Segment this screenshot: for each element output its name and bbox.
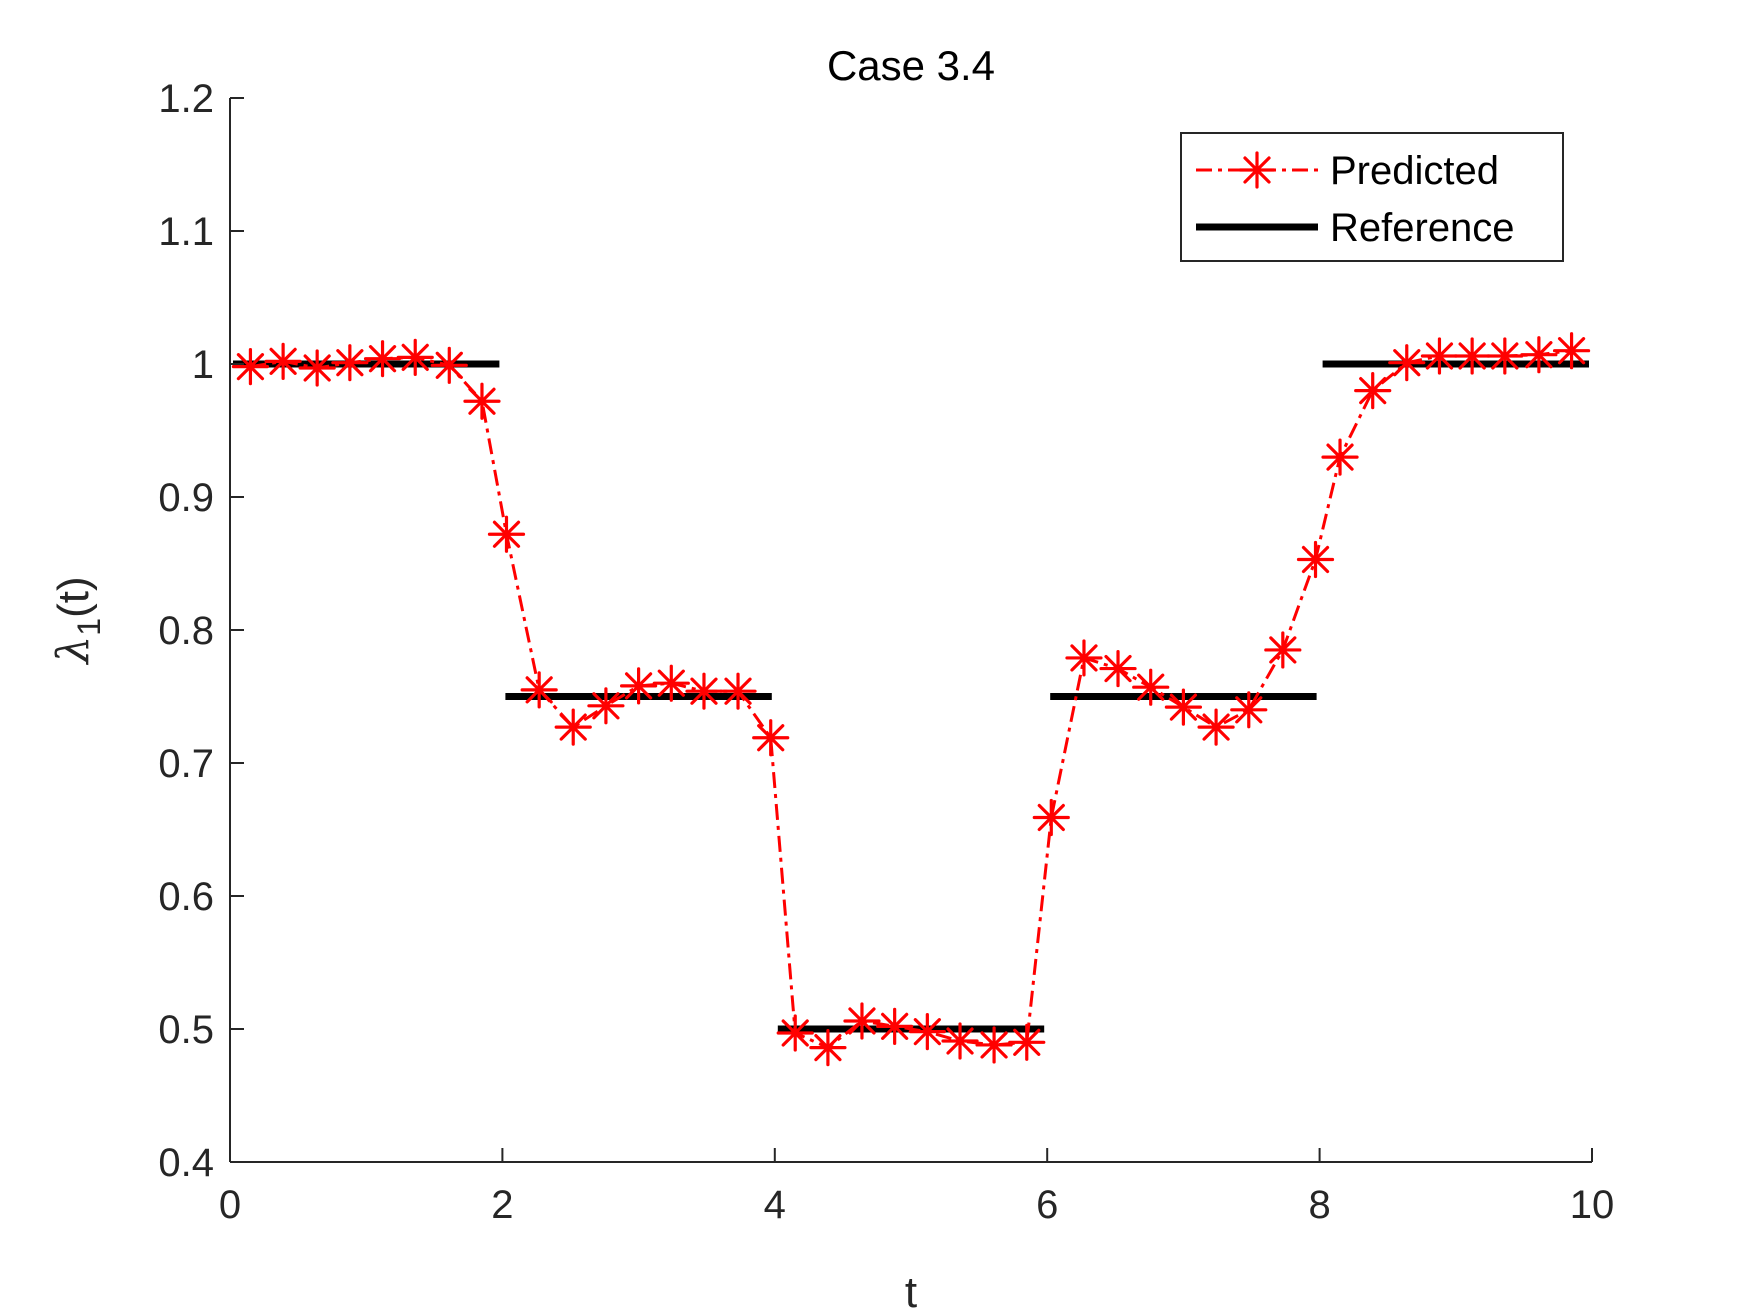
predicted-point — [264, 342, 302, 380]
tick-labels: 0 2 4 6 8 10 0.4 0.5 0.6 0.7 0.8 0.9 1 1.1 1.2 — [158, 77, 1614, 1227]
y-tick-label: 1.2 — [158, 77, 214, 121]
predicted-point — [1453, 337, 1491, 375]
y-axis-label-suffix: (t) — [49, 576, 98, 618]
x-axis-label: t — [905, 1268, 917, 1313]
predicted-point — [396, 338, 434, 376]
legend-predicted-asterisk — [1238, 151, 1276, 189]
predicted-point — [331, 344, 369, 382]
predicted-point — [843, 1002, 881, 1040]
y-axis-label-subscript: 1 — [71, 618, 107, 636]
y-tick-label: 0.8 — [158, 609, 214, 653]
x-tick-label: 8 — [1308, 1183, 1330, 1227]
y-tick-label: 1.1 — [158, 210, 214, 254]
predicted-series — [231, 332, 1591, 1067]
legend-box — [1180, 132, 1564, 262]
predicted-point — [752, 719, 790, 757]
predicted-point — [520, 671, 558, 709]
predicted-point — [1354, 372, 1392, 410]
legend: Predicted Reference — [1180, 132, 1564, 262]
predicted-point — [1197, 708, 1235, 746]
predicted-point — [1164, 688, 1203, 726]
predicted-point — [1296, 540, 1335, 579]
y-tick-label: 0.6 — [158, 875, 214, 919]
x-tick-label: 0 — [219, 1183, 241, 1227]
predicted-point — [1420, 337, 1459, 375]
predicted-point — [1132, 668, 1170, 706]
predicted-point — [1388, 344, 1426, 382]
predicted-point — [430, 346, 468, 384]
predicted-point — [619, 667, 658, 705]
y-tick-label: 0.5 — [158, 1008, 214, 1052]
predicted-point — [463, 382, 501, 420]
predicted-point — [975, 1026, 1013, 1064]
x-tick-label: 6 — [1036, 1183, 1058, 1227]
x-tick-label: 10 — [1570, 1183, 1615, 1227]
predicted-point — [876, 1007, 914, 1045]
predicted-point — [363, 340, 402, 378]
y-tick-label: 0.7 — [158, 742, 214, 786]
predicted-point — [1099, 649, 1137, 688]
predicted-point — [554, 708, 592, 746]
predicted-line — [250, 349, 1572, 1050]
predicted-point — [719, 672, 757, 710]
y-tick-label: 0.9 — [158, 476, 214, 520]
predicted-point — [776, 1014, 814, 1052]
x-tick-label: 2 — [491, 1183, 513, 1227]
predicted-point — [1552, 332, 1591, 370]
predicted-point — [1230, 691, 1268, 729]
reference-series — [233, 360, 1589, 1033]
y-tick-label: 1 — [192, 343, 214, 387]
predicted-point — [809, 1029, 847, 1067]
predicted-point — [1264, 631, 1302, 669]
chart-title: Case 3.4 — [827, 42, 995, 89]
axes — [229, 97, 1593, 1163]
predicted-point — [1008, 1023, 1046, 1061]
legend-predicted-label: Predicted — [1330, 149, 1499, 193]
y-axis-label-symbol: λ — [48, 636, 99, 666]
predicted-point — [1486, 337, 1524, 375]
y-tick-label: 0.4 — [158, 1141, 214, 1185]
predicted-point — [908, 1013, 946, 1051]
predicted-point — [1321, 438, 1359, 476]
predicted-point — [941, 1022, 979, 1060]
legend-predicted-marker — [1238, 151, 1276, 189]
y-axis-label: λ1(t) — [48, 576, 107, 665]
predicted-point — [231, 348, 270, 386]
predicted-point — [587, 687, 625, 725]
predicted-point — [652, 664, 690, 702]
predicted-point — [1032, 798, 1070, 837]
x-tick-label: 4 — [764, 1183, 786, 1227]
predicted-point — [298, 349, 336, 387]
predicted-point — [1065, 639, 1103, 677]
legend-reference-label: Reference — [1330, 206, 1515, 250]
predicted-point — [1520, 336, 1558, 374]
predicted-point — [685, 672, 723, 710]
predicted-point — [487, 515, 526, 553]
